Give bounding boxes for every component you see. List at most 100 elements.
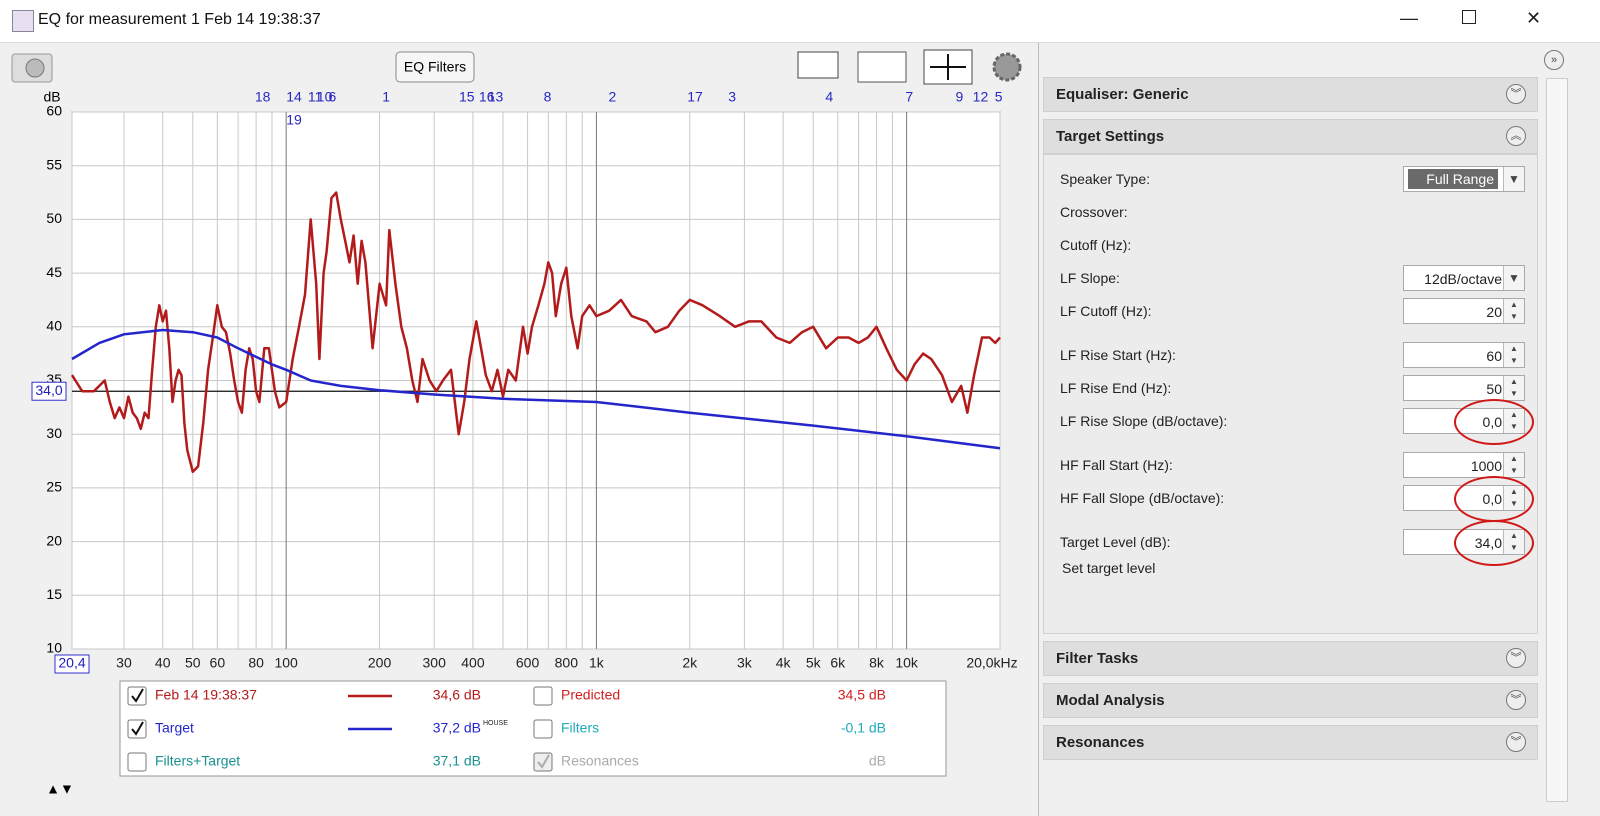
field-value: 50	[1486, 381, 1502, 397]
spinner[interactable]: 60 ▲ ▼	[1403, 342, 1525, 368]
eq-filters-button[interactable]	[395, 51, 475, 83]
filter-marker[interactable]: 16	[479, 89, 495, 105]
x-limit-box	[54, 654, 90, 674]
dropdown[interactable]: 12dB/octave ▼	[1403, 265, 1525, 291]
target-level-box	[31, 381, 67, 401]
filter-marker[interactable]: 2	[608, 89, 616, 105]
field-label: LF Slope:	[1060, 270, 1120, 286]
minimize-button[interactable]: —	[1400, 8, 1418, 28]
filter-marker[interactable]: 3	[728, 89, 736, 105]
x-tick-label: 40	[155, 655, 171, 671]
spinner[interactable]: 20 ▲ ▼	[1403, 298, 1525, 324]
legend-note: HOUSE	[483, 720, 508, 727]
section-header[interactable]: Target Settings ︽	[1043, 119, 1538, 154]
dropdown[interactable]: Full Range ▼	[1403, 166, 1525, 192]
scrollbar[interactable]	[1546, 78, 1568, 802]
filter-marker[interactable]: 10	[317, 89, 333, 105]
window-title: EQ for measurement 1 Feb 14 19:38:37	[38, 11, 321, 28]
spinner[interactable]: 1000 ▲ ▼	[1403, 452, 1525, 478]
y-tick-label: 50	[46, 210, 62, 226]
spinner-arrows[interactable]: ▲ ▼	[1503, 343, 1524, 367]
filter-marker[interactable]: 18	[255, 89, 271, 105]
field-label: HF Fall Start (Hz):	[1060, 457, 1173, 473]
section-toggle[interactable]: ︽	[1506, 126, 1526, 146]
filter-marker[interactable]: 14	[286, 89, 302, 105]
layout-icon[interactable]	[797, 51, 839, 79]
eq-filters-label: EQ Filters	[404, 59, 466, 75]
filter-marker[interactable]: 5	[995, 89, 1003, 105]
legend-level: 37,1 dB	[433, 753, 481, 769]
legend-name[interactable]: Predicted	[561, 687, 620, 703]
field-label: Target Level (dB):	[1060, 534, 1171, 550]
checkbox[interactable]	[127, 752, 147, 772]
legend-name[interactable]: Filters+Target	[155, 753, 240, 769]
y-tick-label: 25	[46, 479, 62, 495]
legend-name[interactable]: Filters	[561, 720, 599, 736]
set-target-level-button[interactable]: Set target level	[1062, 560, 1156, 576]
collapse-panel-button[interactable]: »	[1544, 50, 1564, 70]
section-title: Target Settings	[1056, 128, 1165, 145]
filter-marker[interactable]: 8	[544, 89, 552, 105]
section-header[interactable]: Filter Tasks ︾	[1043, 641, 1538, 676]
field-label: Crossover:	[1060, 204, 1128, 220]
filter-marker[interactable]: 12	[973, 89, 989, 105]
filter-marker[interactable]: 15	[459, 89, 475, 105]
spinner-arrows[interactable]: ▲ ▼	[1503, 376, 1524, 400]
checkmark	[537, 754, 550, 769]
spinner-arrows[interactable]: ▲ ▼	[1503, 453, 1524, 477]
x-tick-label: 8k	[869, 655, 885, 671]
filter-marker[interactable]: 1	[382, 89, 390, 105]
y-tick-label: 30	[46, 425, 62, 441]
x-tick-label: 4k	[776, 655, 792, 671]
x-tick-label: 60	[210, 655, 226, 671]
checkbox[interactable]	[533, 686, 553, 706]
legend-name[interactable]: Feb 14 19:38:37	[155, 687, 257, 703]
section-toggle[interactable]: ︾	[1506, 84, 1526, 104]
dropdown-arrow[interactable]: ▼	[1503, 167, 1524, 191]
section-toggle[interactable]: ︾	[1506, 732, 1526, 752]
camera-lens	[25, 58, 45, 78]
filter-marker[interactable]: 17	[687, 89, 703, 105]
close-button[interactable]: ✕	[1526, 8, 1542, 28]
spinner-arrows[interactable]: ▲ ▼	[1503, 299, 1524, 323]
legend-box	[119, 680, 947, 777]
filter-marker[interactable]: 19	[286, 112, 302, 128]
section-title: Filter Tasks	[1056, 650, 1139, 667]
y-tick-label: 45	[46, 264, 62, 280]
filter-marker[interactable]: 6	[329, 89, 337, 105]
section-toggle[interactable]: ︾	[1506, 648, 1526, 668]
y-axis-label: dB	[43, 89, 60, 105]
maximize-button[interactable]	[1462, 10, 1476, 24]
filter-marker[interactable]: 9	[956, 89, 964, 105]
section-toggle[interactable]: ︾	[1506, 690, 1526, 710]
section-title: Modal Analysis	[1056, 692, 1165, 709]
spinner[interactable]: 50 ▲ ▼	[1403, 375, 1525, 401]
filter-marker[interactable]: 7	[905, 89, 913, 105]
field-value: 60	[1486, 348, 1502, 364]
field-label: LF Rise Slope (dB/octave):	[1060, 413, 1228, 429]
field-label: LF Cutoff (Hz):	[1060, 303, 1152, 319]
checkbox[interactable]	[533, 719, 553, 739]
filter-marker[interactable]: 4	[825, 89, 833, 105]
series-line	[71, 328, 1001, 450]
legend-name[interactable]: Resonances	[561, 753, 639, 769]
grid-icon[interactable]	[857, 51, 907, 83]
app-icon	[12, 10, 34, 32]
checkmark	[131, 688, 144, 703]
field-value: 20	[1486, 304, 1502, 320]
section-header[interactable]: Modal Analysis ︾	[1043, 683, 1538, 718]
dropdown-arrow[interactable]: ▼	[1503, 266, 1524, 290]
legend-name[interactable]: Target	[155, 720, 194, 736]
settings-icon[interactable]	[992, 52, 1022, 82]
x-tick-label: 3k	[737, 655, 753, 671]
section-header[interactable]: Resonances ︾	[1043, 725, 1538, 760]
filter-marker[interactable]: 11	[308, 89, 323, 105]
filter-marker[interactable]: 13	[488, 89, 504, 105]
x-tick-label: 20,0kHz	[966, 655, 1017, 671]
y-tick-label: 60	[46, 103, 62, 119]
field-value: Full Range	[1408, 169, 1498, 189]
highlight-ring	[1454, 476, 1534, 522]
resize-arrows[interactable]: ▲▼	[46, 781, 74, 797]
section-header[interactable]: Equaliser: Generic ︾	[1043, 77, 1538, 112]
